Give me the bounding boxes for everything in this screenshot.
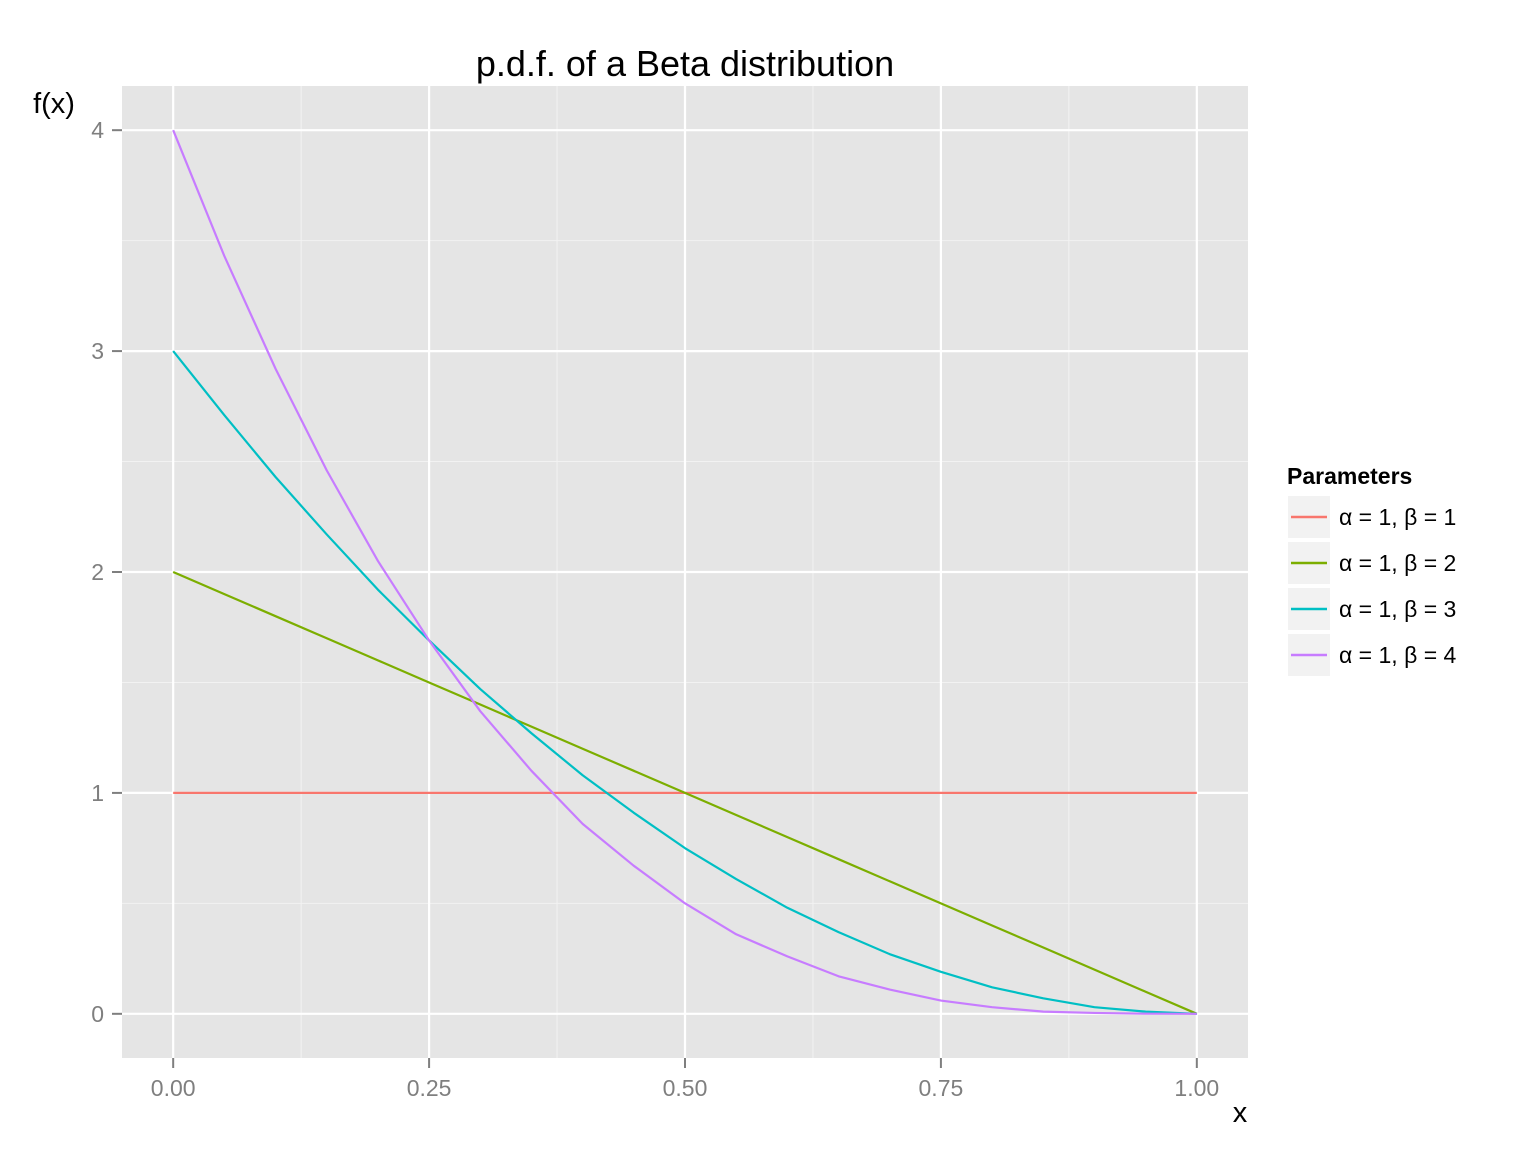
legend: Parameters α = 1, β = 1α = 1, β = 2α = 1… [1286,463,1457,678]
x-tick-label: 0.50 [663,1075,708,1101]
legend-label: α = 1, β = 1 [1339,504,1456,530]
y-tick-label: 3 [91,338,104,364]
y-axis-title: f(x) [33,88,75,120]
series-line-3 [172,350,1197,1015]
y-tick-label: 0 [91,1001,104,1027]
chart-title: p.d.f. of a Beta distribution [476,43,894,84]
y-tick-label: 2 [91,559,104,585]
y-axis: 0 1 2 3 4 [91,117,122,1027]
y-tick-label: 1 [91,780,104,806]
x-tick-label: 0.00 [151,1075,196,1101]
x-tick-label: 0.25 [407,1075,452,1101]
legend-items: α = 1, β = 1 α = 1, β = 2 α = 1, β = 3 α = … [1286,494,1457,678]
legend-label: α = 1, β = 2 [1339,550,1456,576]
x-tick-label: 0.75 [919,1075,964,1101]
series-line-2 [172,570,1198,1015]
x-axis-title: x [1233,1097,1248,1129]
x-axis: 0.00 0.25 0.50 0.75 1.00 [151,1058,1219,1101]
legend-label: α = 1, β = 4 [1339,642,1457,668]
legend-title: Parameters [1287,463,1412,489]
legend-label: α = 1, β = 3 [1339,596,1456,622]
x-tick-label: 1.00 [1174,1075,1219,1101]
series-lines [172,129,1198,1015]
y-tick-label: 4 [91,117,104,143]
series-line-4 [172,129,1197,1015]
